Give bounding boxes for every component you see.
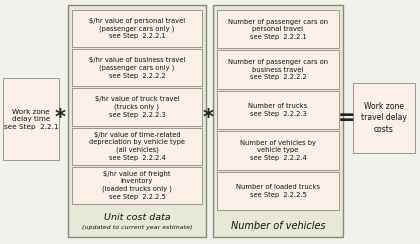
FancyBboxPatch shape bbox=[72, 88, 202, 126]
Text: $/hr value of freight
inventory
(loaded trucks only )
see Step  2.2.2.5: $/hr value of freight inventory (loaded … bbox=[102, 171, 172, 200]
FancyBboxPatch shape bbox=[72, 128, 202, 165]
FancyBboxPatch shape bbox=[217, 51, 339, 89]
FancyBboxPatch shape bbox=[217, 172, 339, 210]
Text: Unit cost data: Unit cost data bbox=[104, 213, 171, 222]
Text: Number of vehicles by
vehicle type
see Step  2.2.2.4: Number of vehicles by vehicle type see S… bbox=[240, 140, 316, 161]
FancyBboxPatch shape bbox=[72, 10, 202, 47]
FancyBboxPatch shape bbox=[3, 78, 59, 160]
FancyBboxPatch shape bbox=[353, 83, 415, 153]
Text: $/hr value of personal travel
(passenger cars only )
see Step  2.2.2.1: $/hr value of personal travel (passenger… bbox=[89, 18, 185, 39]
FancyBboxPatch shape bbox=[72, 167, 202, 204]
Text: Number of passenger cars on
business travel
see Step  2.2.2.2: Number of passenger cars on business tra… bbox=[228, 59, 328, 80]
Text: Work zone
travel delay
costs: Work zone travel delay costs bbox=[361, 102, 407, 134]
Text: *: * bbox=[55, 108, 66, 128]
FancyBboxPatch shape bbox=[217, 131, 339, 170]
Text: Work zone
delay time
see Step  2.2.1: Work zone delay time see Step 2.2.1 bbox=[4, 109, 58, 130]
Text: $/hr value of truck travel
(trucks only )
see Step  2.2.2.3: $/hr value of truck travel (trucks only … bbox=[95, 96, 179, 118]
Text: (updated to current year estimate): (updated to current year estimate) bbox=[82, 225, 192, 231]
FancyBboxPatch shape bbox=[213, 5, 343, 237]
FancyBboxPatch shape bbox=[68, 5, 206, 237]
Text: Number of passenger cars on
personal travel
see Step  2.2.2.1: Number of passenger cars on personal tra… bbox=[228, 19, 328, 40]
Text: $/hr value of time-related
depreciation by vehicle type
(all vehicles)
see Step : $/hr value of time-related depreciation … bbox=[89, 132, 185, 161]
Text: *: * bbox=[202, 108, 213, 128]
FancyBboxPatch shape bbox=[217, 10, 339, 48]
Text: =: = bbox=[338, 108, 356, 128]
Text: Number of loaded trucks
see Step  2.2.2.5: Number of loaded trucks see Step 2.2.2.5 bbox=[236, 184, 320, 198]
Text: Number of vehicles: Number of vehicles bbox=[231, 221, 326, 231]
FancyBboxPatch shape bbox=[217, 91, 339, 129]
FancyBboxPatch shape bbox=[72, 49, 202, 86]
Text: $/hr value of business travel
(passenger cars only )
see Step  2.2.2.2: $/hr value of business travel (passenger… bbox=[89, 57, 185, 79]
Text: Number of trucks
see Step  2.2.2.3: Number of trucks see Step 2.2.2.3 bbox=[249, 103, 307, 117]
